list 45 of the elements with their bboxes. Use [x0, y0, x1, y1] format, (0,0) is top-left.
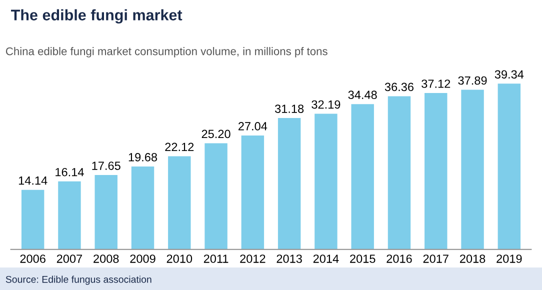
bar [278, 118, 301, 250]
data-label: 25.20 [202, 130, 230, 138]
data-label: 16.14 [56, 168, 84, 176]
bar [21, 190, 44, 250]
bar [351, 104, 374, 250]
data-label: 36.36 [384, 82, 414, 92]
data-label: 34.48 [348, 90, 377, 100]
bar [131, 166, 154, 250]
bar [204, 143, 228, 250]
x-tick-label: 2016 [386, 254, 412, 263]
data-label: 37.12 [422, 80, 450, 88]
x-tick-label: 2019 [496, 254, 522, 263]
bar [461, 90, 484, 250]
x-tick-label: 2014 [313, 254, 339, 263]
bar [58, 181, 81, 250]
data-label: 32.19 [312, 100, 340, 109]
x-tick-label: 2006 [20, 254, 46, 263]
data-label: 31.18 [275, 104, 304, 113]
source-note: Source: Edible fungus association [6, 276, 152, 285]
data-label: 27.04 [238, 122, 268, 130]
bar [168, 156, 191, 250]
x-tick-label: 2011 [204, 254, 228, 263]
x-tick-label: 2013 [276, 254, 302, 263]
data-label: 14.14 [18, 176, 48, 185]
bar [424, 93, 448, 250]
data-label: 22.12 [165, 142, 194, 151]
bar [94, 175, 118, 250]
x-tick-label: 2017 [423, 254, 448, 263]
chart-title: The edible fungi market [11, 9, 182, 24]
x-tick-label: 2015 [350, 254, 376, 263]
x-tick-label: 2010 [166, 254, 192, 263]
data-label: 37.89 [458, 76, 487, 85]
x-tick-label: 2012 [240, 254, 266, 263]
bar [241, 136, 264, 250]
data-label: 17.65 [92, 162, 120, 170]
data-label: 19.68 [128, 153, 158, 162]
bar [388, 96, 411, 250]
bar [498, 84, 521, 250]
chart-subtitle: China edible fungi market consumption volume, in millions pf tons [6, 47, 328, 58]
x-tick-label: 2008 [94, 254, 119, 263]
x-tick-label: 2018 [460, 254, 486, 263]
x-tick-label: 2009 [130, 254, 156, 263]
bar [314, 114, 338, 250]
data-label: 39.34 [494, 70, 524, 79]
x-tick-label: 2007 [56, 254, 82, 263]
